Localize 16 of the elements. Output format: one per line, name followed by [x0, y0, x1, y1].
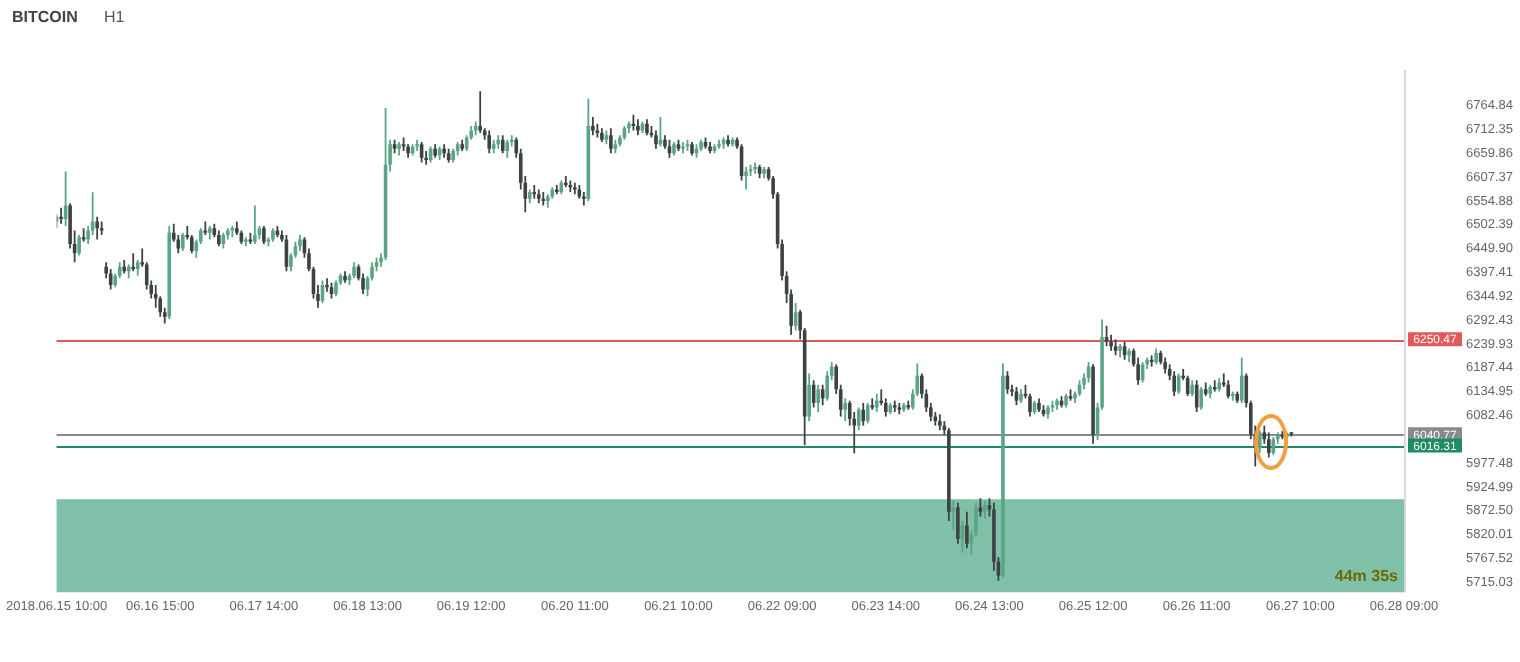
candlestick [870, 398, 875, 410]
candlestick [131, 253, 136, 272]
candlestick [1212, 380, 1217, 392]
candlestick [564, 176, 568, 188]
chart-title: BITCOIN [12, 8, 78, 26]
annotation: 44m 35s [1334, 566, 1400, 585]
candlestick [59, 207, 63, 224]
candlestick [478, 91, 482, 133]
candlestick [532, 185, 537, 199]
chart-subtitle: H1 [104, 8, 125, 26]
candlestick [325, 278, 329, 292]
candlestick [753, 162, 757, 174]
candlestick [892, 400, 897, 413]
candlestick [681, 141, 685, 154]
candlestick [541, 191, 546, 206]
candlestick [951, 500, 956, 531]
